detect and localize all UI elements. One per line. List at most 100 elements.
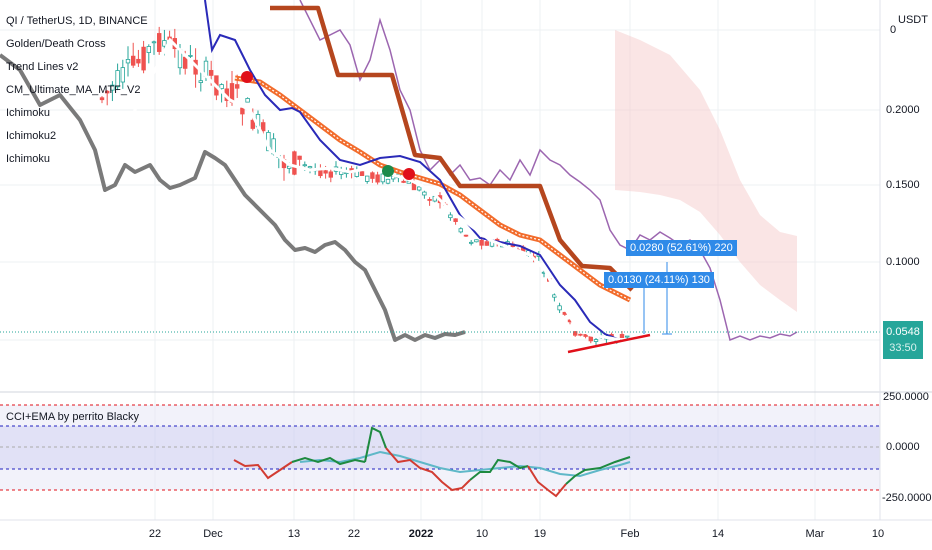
- support-trend-line: [567, 333, 651, 354]
- candle-body: [120, 67, 125, 83]
- candle-body: [141, 46, 146, 71]
- candle-body: [115, 70, 120, 88]
- cci-axis-label: 250.0000: [883, 391, 929, 403]
- candle-body: [245, 98, 250, 103]
- sma-brown-line: [270, 5, 634, 292]
- candle-body: [557, 305, 562, 311]
- measure-label-1[interactable]: 0.0280 (52.61%) 220: [626, 240, 737, 256]
- ichimoku-cloud: [615, 30, 797, 312]
- indicator-legend: QI / TetherUS, 1D, BINANCE Golden/Death …: [6, 15, 148, 171]
- candle-body: [573, 331, 578, 336]
- measure-label-2[interactable]: 0.0130 (24.11%) 130: [604, 272, 714, 288]
- candle-body: [297, 155, 302, 160]
- time-axis-label: 19: [533, 528, 547, 540]
- time-axis-label: Dec: [203, 528, 223, 540]
- candle-body: [323, 170, 328, 174]
- candle-body: [375, 174, 380, 183]
- ichimoku-lagging-line: [0, 53, 466, 342]
- cci-line-green-4: [565, 456, 631, 485]
- time-axis-label: 13: [287, 528, 301, 540]
- candle-body: [151, 41, 157, 44]
- current-price-tag: 0.0548 33:50: [883, 321, 923, 359]
- candle-body: [156, 33, 162, 52]
- cci-pane-title[interactable]: CCI+EMA by perrito Blacky: [6, 411, 139, 423]
- candle-body: [625, 335, 630, 338]
- candle-body: [125, 59, 131, 64]
- ema-orange-line: [234, 75, 632, 303]
- cci-line-red: [233, 459, 293, 480]
- candle-body: [474, 239, 479, 243]
- legend-item-ichimoku2[interactable]: Ichimoku2: [6, 130, 57, 142]
- price-axis-label: 0.1500: [886, 179, 920, 191]
- candle-body: [401, 180, 406, 183]
- candle-body: [593, 339, 599, 342]
- price-axis-label: 0: [890, 24, 897, 36]
- candle-body: [458, 228, 463, 233]
- symbol-title[interactable]: QI / TetherUS, 1D, BINANCE: [6, 15, 148, 27]
- cci-line-red-3: [527, 465, 567, 498]
- currency-label: USDT: [898, 14, 928, 26]
- candle-body: [188, 55, 193, 57]
- price-axis-label: 0.2000: [886, 104, 920, 116]
- candle-body: [99, 97, 105, 101]
- time-axis-label: Mar: [805, 528, 825, 540]
- time-axis-label: 22: [148, 528, 162, 540]
- candle-body: [619, 334, 625, 338]
- candle-body: [422, 191, 427, 196]
- legend-item-ichimoku-3[interactable]: Ichimoku: [6, 153, 51, 165]
- candle-body: [359, 171, 365, 176]
- death-cross-marker-2: [403, 168, 415, 180]
- candle-body: [130, 55, 136, 66]
- candle-body: [588, 335, 593, 342]
- legend-item-ichimoku[interactable]: Ichimoku: [6, 107, 51, 119]
- cci-line-red-2: [385, 447, 471, 492]
- candle-body: [105, 90, 110, 94]
- candle-body: [463, 234, 469, 237]
- candle-body: [385, 178, 391, 184]
- legend-item-cm-ultimate-ma[interactable]: CM_Ultimate_MA_MTF_V2: [6, 84, 141, 96]
- candle-body: [250, 119, 255, 129]
- legend-item-trend-lines[interactable]: Trend Lines v2: [6, 61, 79, 73]
- candle-body: [468, 241, 474, 244]
- candle-body: [427, 199, 432, 201]
- candle-body: [234, 84, 240, 89]
- candle-body: [370, 172, 375, 179]
- candle-body: [198, 80, 203, 83]
- time-axis-label: Feb: [620, 528, 640, 540]
- candle-body: [583, 334, 588, 337]
- candle-body: [364, 175, 370, 182]
- candle-body: [110, 84, 115, 91]
- legend-item-golden-death-cross[interactable]: Golden/Death Cross: [6, 38, 106, 50]
- time-axis-label-year: 2022: [408, 528, 434, 540]
- cci-line-green-2: [364, 426, 387, 463]
- tenkan-blue-line: [204, 0, 621, 341]
- ichimoku-lead-line: [299, 0, 798, 342]
- time-axis-label: 10: [871, 528, 885, 540]
- cci-ema-line: [299, 450, 631, 478]
- time-axis-label: 14: [711, 528, 725, 540]
- candle-body: [328, 171, 333, 178]
- candle-body: [448, 214, 453, 219]
- time-axis-label: 22: [347, 528, 361, 540]
- candle-body: [453, 218, 458, 222]
- kijun-white-line: [128, 37, 621, 342]
- candle-body: [260, 122, 266, 132]
- candle-body: [182, 56, 188, 69]
- price-axis-label: 0.1000: [886, 256, 920, 268]
- cci-line-green-3: [469, 458, 529, 481]
- cci-axis-label: -250.0000: [882, 492, 932, 504]
- cci-axis-label: 0.0000: [886, 441, 920, 453]
- candle-body: [479, 239, 484, 246]
- candle-body: [136, 58, 141, 64]
- candle-body: [162, 40, 167, 47]
- cci-line-green: [291, 456, 366, 466]
- current-price: 0.0548: [886, 326, 920, 338]
- candle-body: [240, 107, 245, 115]
- candle-body: [146, 46, 151, 53]
- bar-countdown: 33:50: [889, 342, 917, 354]
- candle-body: [292, 151, 297, 175]
- candle-body: [552, 294, 557, 298]
- candle-body: [302, 164, 307, 167]
- death-cross-marker: [241, 71, 253, 83]
